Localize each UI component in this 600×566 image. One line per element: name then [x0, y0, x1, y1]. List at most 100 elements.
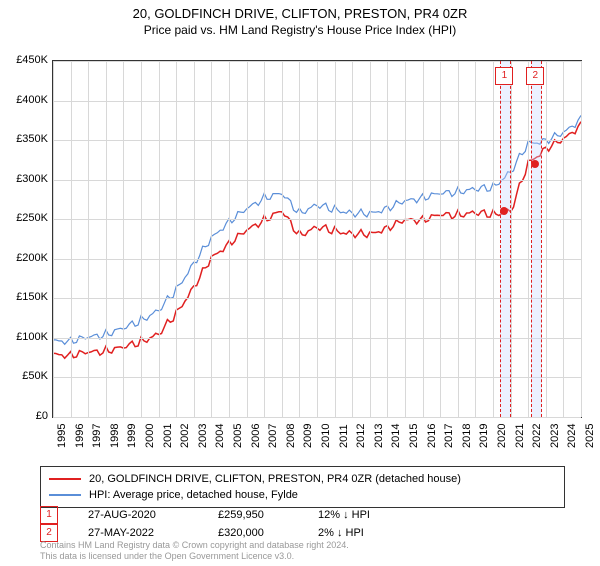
x-tick-label: 2001 [162, 428, 174, 448]
x-tick-label: 2023 [549, 428, 561, 448]
x-tick-label: 2019 [478, 428, 490, 448]
gridline-h [53, 417, 581, 418]
y-tick-label: £100K [0, 331, 48, 343]
x-tick-label: 2000 [144, 428, 156, 448]
gridline-v [53, 61, 54, 417]
y-tick-label: £250K [0, 212, 48, 224]
x-tick-label: 2003 [197, 428, 209, 448]
gridline-v [299, 61, 300, 417]
attribution-line: Contains HM Land Registry data © Crown c… [40, 540, 349, 551]
gridline-v [176, 61, 177, 417]
y-tick-label: £400K [0, 94, 48, 106]
gridline-v [194, 61, 195, 417]
x-tick-label: 2024 [566, 428, 578, 448]
gridline-v [563, 61, 564, 417]
x-tick-label: 2013 [373, 428, 385, 448]
plot-area: 12 [52, 60, 582, 418]
sale-point-dot [500, 207, 508, 215]
x-tick-label: 2007 [267, 428, 279, 448]
x-tick-label: 2009 [302, 428, 314, 448]
x-tick-label: 1995 [56, 428, 68, 448]
gridline-v [458, 61, 459, 417]
y-tick-label: £50K [0, 370, 48, 382]
gridline-v [264, 61, 265, 417]
gridline-v [317, 61, 318, 417]
x-tick-label: 2010 [320, 428, 332, 448]
attribution-text: Contains HM Land Registry data © Crown c… [40, 540, 349, 562]
gridline-v [88, 61, 89, 417]
gridline-v [282, 61, 283, 417]
x-tick-label: 2016 [426, 428, 438, 448]
gridline-v [387, 61, 388, 417]
chart-container: 20, GOLDFINCH DRIVE, CLIFTON, PRESTON, P… [0, 6, 600, 566]
legend-swatch [49, 478, 81, 480]
marker-band [531, 61, 542, 417]
x-tick-label: 2021 [514, 428, 526, 448]
sale-id-box: 1 [40, 506, 58, 524]
sale-hpi: 12% ↓ HPI [318, 509, 398, 521]
x-tick-label: 2004 [214, 428, 226, 448]
x-tick-label: 1999 [126, 428, 138, 448]
x-tick-label: 2025 [584, 428, 596, 448]
gridline-v [352, 61, 353, 417]
sale-price: £259,950 [218, 509, 288, 521]
y-tick-label: £150K [0, 291, 48, 303]
gridline-v [141, 61, 142, 417]
legend-item: HPI: Average price, detached house, Fyld… [49, 487, 556, 503]
sale-row: 2 27-MAY-2022 £320,000 2% ↓ HPI [40, 524, 398, 542]
x-tick-label: 1998 [109, 428, 121, 448]
y-tick-label: £200K [0, 252, 48, 264]
gridline-v [581, 61, 582, 417]
sale-point-dot [531, 160, 539, 168]
gridline-v [159, 61, 160, 417]
sale-date: 27-MAY-2022 [88, 527, 188, 539]
x-tick-label: 2022 [531, 428, 543, 448]
x-tick-label: 2015 [408, 428, 420, 448]
sale-price: £320,000 [218, 527, 288, 539]
y-tick-label: £450K [0, 54, 48, 66]
x-tick-label: 2006 [250, 428, 262, 448]
legend-label: 20, GOLDFINCH DRIVE, CLIFTON, PRESTON, P… [89, 473, 461, 485]
gridline-v [335, 61, 336, 417]
legend-item: 20, GOLDFINCH DRIVE, CLIFTON, PRESTON, P… [49, 471, 556, 487]
x-tick-label: 2011 [338, 428, 350, 448]
gridline-v [546, 61, 547, 417]
gridline-v [123, 61, 124, 417]
x-tick-label: 2005 [232, 428, 244, 448]
gridline-v [493, 61, 494, 417]
x-tick-label: 2002 [179, 428, 191, 448]
chart-subtitle: Price paid vs. HM Land Registry's House … [0, 23, 600, 37]
gridline-v [229, 61, 230, 417]
y-tick-label: £300K [0, 173, 48, 185]
sale-id-box: 2 [40, 524, 58, 542]
x-tick-label: 2018 [461, 428, 473, 448]
gridline-v [247, 61, 248, 417]
gridline-v [475, 61, 476, 417]
legend-box: 20, GOLDFINCH DRIVE, CLIFTON, PRESTON, P… [40, 466, 565, 508]
y-tick-label: £0 [0, 410, 48, 422]
x-tick-label: 2014 [390, 428, 402, 448]
gridline-v [106, 61, 107, 417]
gridline-v [423, 61, 424, 417]
x-tick-label: 2017 [443, 428, 455, 448]
legend-swatch [49, 494, 81, 496]
sale-hpi: 2% ↓ HPI [318, 527, 398, 539]
marker-band [500, 61, 511, 417]
marker-label: 2 [526, 67, 544, 85]
gridline-v [405, 61, 406, 417]
sale-date: 27-AUG-2020 [88, 509, 188, 521]
chart-title: 20, GOLDFINCH DRIVE, CLIFTON, PRESTON, P… [0, 6, 600, 21]
y-tick-label: £350K [0, 133, 48, 145]
x-tick-label: 2020 [496, 428, 508, 448]
sale-row: 1 27-AUG-2020 £259,950 12% ↓ HPI [40, 506, 398, 524]
legend-label: HPI: Average price, detached house, Fyld… [89, 489, 298, 501]
x-tick-label: 2008 [285, 428, 297, 448]
sales-table: 1 27-AUG-2020 £259,950 12% ↓ HPI 2 27-MAY-202… [40, 506, 398, 542]
gridline-v [370, 61, 371, 417]
x-tick-label: 1997 [91, 428, 103, 448]
x-tick-label: 2012 [355, 428, 367, 448]
gridline-v [211, 61, 212, 417]
marker-label: 1 [495, 67, 513, 85]
attribution-line: This data is licensed under the Open Gov… [40, 551, 349, 562]
gridline-v [440, 61, 441, 417]
